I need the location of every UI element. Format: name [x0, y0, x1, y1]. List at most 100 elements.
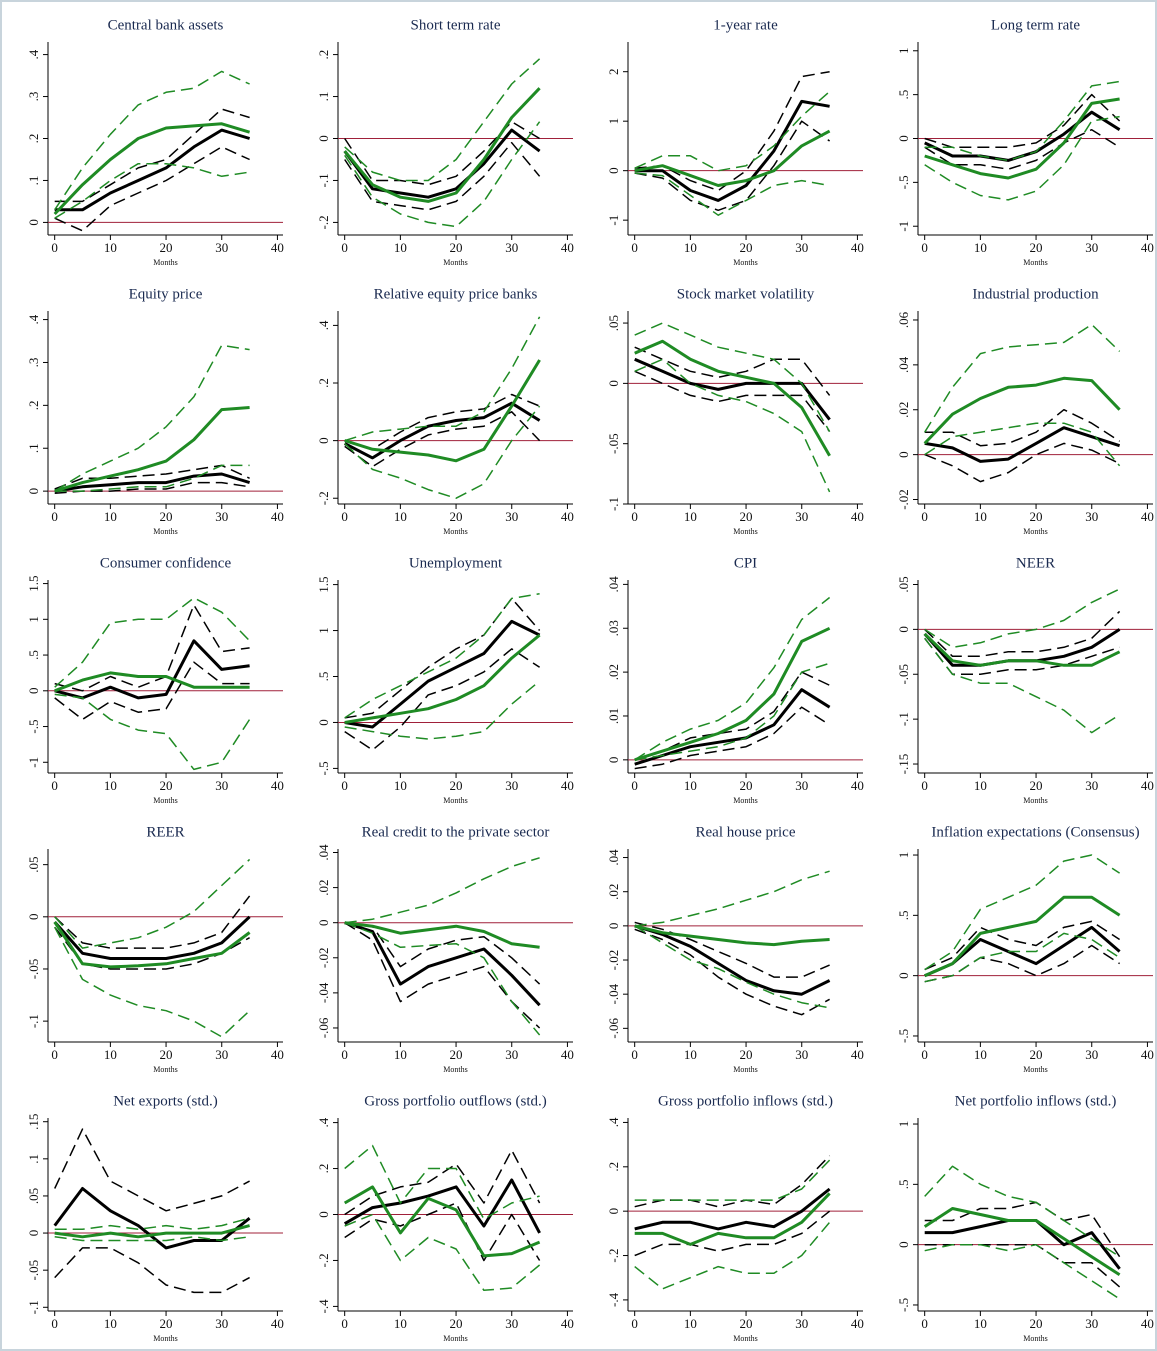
x-tick-label: 0	[921, 1316, 928, 1331]
x-tick-label: 20	[740, 509, 753, 524]
y-tick-label: .4	[26, 314, 41, 324]
y-tick-label: 1	[896, 1121, 911, 1128]
series-line	[54, 671, 250, 693]
x-tick-label: 20	[740, 778, 753, 793]
plot-area	[918, 1118, 1153, 1311]
y-tick-label: .05	[26, 857, 41, 873]
series-line	[344, 648, 541, 751]
y-tick-label: 0	[896, 451, 911, 458]
y-tick-label: 0	[896, 1241, 911, 1248]
series-line	[54, 661, 250, 721]
x-tick-label: 10	[684, 778, 697, 793]
plot-area	[918, 311, 1153, 504]
series-line	[54, 1128, 250, 1212]
x-tick-label: 40	[1141, 778, 1154, 793]
series-line	[54, 481, 250, 495]
x-tick-label: 10	[974, 1047, 987, 1062]
series-line	[924, 1201, 1121, 1258]
x-tick-label: 0	[921, 778, 928, 793]
y-tick-label: 1	[896, 852, 911, 859]
series-line	[54, 926, 251, 1038]
x-tick-label: 30	[215, 1316, 228, 1331]
series-line	[634, 120, 831, 212]
series-line	[54, 895, 251, 949]
series-line	[53, 122, 251, 216]
y-tick-label: -.1	[606, 497, 621, 511]
y-tick-label: 0	[896, 972, 911, 979]
x-tick-label: 10	[974, 509, 987, 524]
series-line	[343, 128, 541, 199]
y-tick-label: .4	[26, 49, 41, 59]
x-tick-label: 10	[394, 509, 407, 524]
x-axis-label: Months	[733, 1334, 757, 1343]
series-line	[634, 346, 831, 396]
x-tick-label: 30	[1085, 1316, 1098, 1331]
y-tick-label: 0	[316, 135, 331, 142]
x-tick-label: 30	[505, 1316, 518, 1331]
x-tick-label: 30	[1085, 509, 1098, 524]
x-tick-label: 20	[740, 1316, 753, 1331]
x-tick-label: 0	[631, 1316, 638, 1331]
series-line	[634, 339, 831, 457]
y-tick-label: -.2	[606, 1248, 621, 1262]
y-tick-label: 0	[606, 923, 621, 930]
series-line	[344, 921, 541, 1036]
x-tick-label: 0	[921, 509, 928, 524]
series-line	[634, 924, 831, 996]
y-tick-label: 1	[606, 118, 621, 125]
series-line	[54, 693, 251, 771]
y-tick-label: .02	[896, 402, 911, 418]
y-tick-label: -.5	[316, 761, 331, 775]
y-tick-label: .1	[26, 443, 41, 453]
x-tick-label: 10	[684, 240, 697, 255]
x-tick-label: 20	[160, 1047, 173, 1062]
x-tick-label: 40	[1141, 509, 1154, 524]
series-line	[924, 408, 1121, 447]
panel-title: Gross portfolio inflows (std.)	[658, 1093, 833, 1109]
x-axis-label: Months	[443, 1334, 467, 1343]
series-line	[54, 406, 250, 493]
x-tick-label: 40	[561, 1316, 574, 1331]
y-tick-label: .05	[606, 315, 621, 331]
y-tick-label: -.06	[316, 1017, 331, 1038]
series-line	[344, 921, 540, 949]
x-tick-label: 0	[631, 778, 638, 793]
series-line	[54, 858, 251, 949]
y-tick-label: 0	[26, 219, 41, 226]
series-line	[924, 97, 1120, 180]
x-tick-label: 10	[104, 509, 117, 524]
y-tick-label: 0	[606, 1208, 621, 1215]
series-line	[924, 115, 1120, 201]
y-tick-label: 0	[26, 688, 41, 695]
y-tick-label: 1	[26, 616, 41, 623]
x-tick-label: 20	[740, 240, 753, 255]
x-tick-label: 0	[631, 240, 638, 255]
x-tick-label: 30	[215, 778, 228, 793]
series-line	[634, 706, 831, 770]
x-tick-label: 40	[851, 1047, 864, 1062]
y-tick-label: 0	[316, 919, 331, 926]
x-tick-label: 10	[104, 1047, 117, 1062]
x-axis-label: Months	[1023, 796, 1047, 805]
series-line	[634, 870, 830, 927]
x-tick-label: 40	[1141, 1047, 1154, 1062]
series-line	[634, 1155, 831, 1208]
x-tick-label: 30	[215, 1047, 228, 1062]
plot-area	[628, 849, 863, 1042]
y-tick-label: -.05	[896, 664, 911, 685]
series-line	[924, 323, 1121, 433]
y-tick-label: 1	[896, 48, 911, 55]
panel-title: Relative equity price banks	[374, 286, 538, 302]
x-tick-label: 0	[631, 509, 638, 524]
y-tick-label: .2	[316, 50, 331, 60]
series-line	[634, 1221, 831, 1290]
x-tick-label: 40	[1141, 240, 1154, 255]
series-line	[53, 921, 251, 969]
panel-title: Real house price	[696, 824, 796, 840]
y-tick-label: 2	[606, 68, 621, 75]
y-tick-label: -.06	[606, 1018, 621, 1039]
series-line	[54, 1236, 250, 1242]
y-tick-label: .3	[26, 92, 41, 102]
x-axis-label: Months	[1023, 1065, 1047, 1074]
